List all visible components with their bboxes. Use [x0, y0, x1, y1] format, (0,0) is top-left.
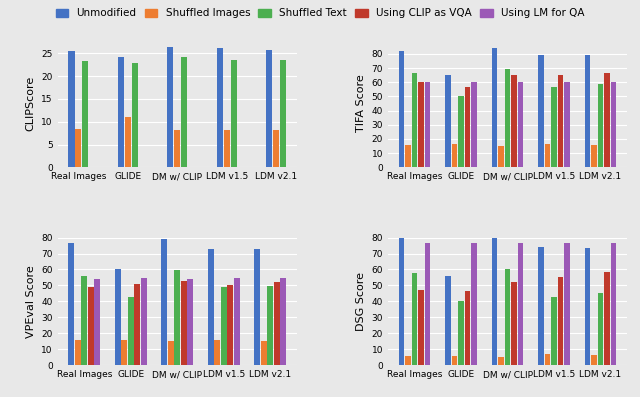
Bar	[505, 270, 510, 365]
Bar	[458, 301, 464, 365]
Y-axis label: CLIPScore: CLIPScore	[26, 76, 36, 131]
Bar	[83, 61, 88, 168]
Bar	[551, 87, 557, 168]
Bar	[188, 279, 193, 365]
Bar	[518, 243, 524, 365]
Bar	[161, 239, 167, 365]
Bar	[217, 48, 223, 168]
Bar	[445, 276, 451, 365]
Bar	[604, 73, 610, 168]
Bar	[68, 51, 75, 168]
Bar	[234, 278, 239, 365]
Bar	[584, 248, 590, 365]
Bar	[174, 131, 180, 168]
Bar	[175, 270, 180, 365]
Bar	[128, 297, 134, 365]
Bar	[274, 282, 280, 365]
Bar	[134, 284, 140, 365]
Bar	[538, 247, 544, 365]
Bar	[425, 243, 431, 365]
Bar	[261, 341, 266, 365]
Bar	[584, 55, 590, 168]
Bar	[132, 64, 138, 168]
Bar	[465, 87, 470, 168]
Bar	[75, 340, 81, 365]
Bar	[611, 243, 616, 365]
Bar	[68, 243, 74, 365]
Bar	[88, 287, 93, 365]
Bar	[557, 75, 563, 168]
Bar	[167, 46, 173, 168]
Y-axis label: DSG Score: DSG Score	[356, 272, 366, 331]
Bar	[399, 238, 404, 365]
Bar	[227, 285, 233, 365]
Bar	[598, 85, 604, 168]
Bar	[76, 129, 81, 168]
Y-axis label: TIFA Score: TIFA Score	[356, 75, 366, 133]
Bar	[591, 355, 597, 365]
Bar	[511, 282, 517, 365]
Bar	[280, 278, 286, 365]
Bar	[598, 293, 604, 365]
Bar	[465, 291, 470, 365]
Bar	[181, 281, 187, 365]
Bar	[122, 340, 127, 365]
Bar	[405, 145, 411, 168]
Y-axis label: VPEval Score: VPEval Score	[26, 265, 36, 338]
Bar	[399, 51, 404, 168]
Bar	[471, 81, 477, 168]
Bar	[557, 278, 563, 365]
Bar	[492, 48, 497, 168]
Bar	[125, 117, 131, 168]
Bar	[564, 81, 570, 168]
Bar	[492, 236, 497, 365]
Bar	[511, 75, 517, 168]
Bar	[405, 356, 411, 365]
Bar	[95, 279, 100, 365]
Bar	[545, 354, 550, 365]
Bar	[564, 243, 570, 365]
Bar	[452, 356, 458, 365]
Bar	[81, 276, 87, 365]
Bar	[268, 286, 273, 365]
Bar	[505, 69, 510, 168]
Bar	[545, 144, 550, 168]
Bar	[518, 82, 524, 168]
Bar	[168, 341, 173, 365]
Bar	[208, 249, 214, 365]
Bar	[214, 340, 220, 365]
Bar	[223, 130, 230, 168]
Bar	[115, 270, 121, 365]
Bar	[141, 278, 147, 365]
Bar	[425, 82, 431, 168]
Bar	[412, 273, 417, 365]
Bar	[412, 73, 417, 168]
Bar	[452, 144, 458, 168]
Bar	[498, 357, 504, 365]
Bar	[445, 75, 451, 168]
Bar	[221, 287, 227, 365]
Bar	[591, 145, 597, 168]
Bar	[254, 249, 260, 365]
Bar	[419, 290, 424, 365]
Bar	[604, 272, 610, 365]
Bar	[280, 60, 286, 168]
Bar	[419, 82, 424, 168]
Bar	[230, 60, 237, 168]
Bar	[118, 56, 124, 168]
Bar	[498, 146, 504, 168]
Bar	[471, 243, 477, 365]
Bar	[538, 55, 544, 168]
Bar	[611, 81, 616, 168]
Bar	[273, 131, 279, 168]
Legend: Unmodified, Shuffled Images, Shuffled Text, Using CLIP as VQA, Using LM for QA: Unmodified, Shuffled Images, Shuffled Te…	[52, 5, 588, 21]
Bar	[266, 50, 272, 168]
Bar	[458, 96, 464, 168]
Bar	[181, 58, 188, 168]
Bar	[551, 297, 557, 365]
